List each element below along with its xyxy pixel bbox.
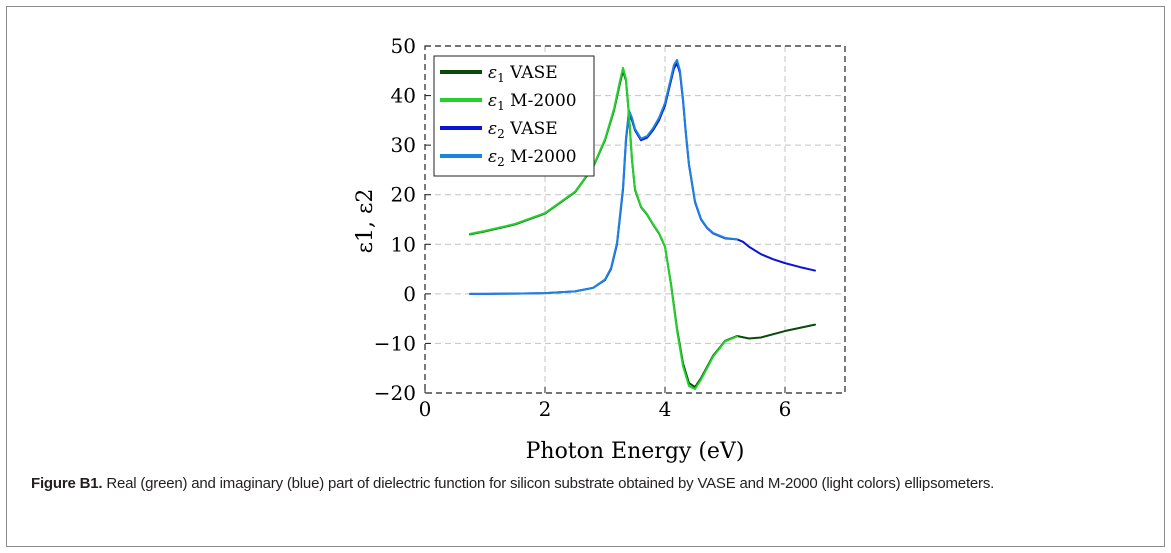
y-tick-label-6: 40 bbox=[391, 84, 416, 108]
figure-frame bbox=[6, 6, 1165, 547]
y-tick-label-2: 0 bbox=[403, 282, 416, 306]
y-tick-label-1: −10 bbox=[374, 331, 416, 355]
y-tick-label-0: −20 bbox=[374, 381, 416, 405]
x-tick-label-1: 2 bbox=[539, 397, 552, 421]
grid-layer bbox=[425, 46, 845, 393]
legend-label-0: ε1 VASE bbox=[488, 63, 558, 85]
y-tick-label-7: 50 bbox=[391, 34, 416, 58]
series-line-1 bbox=[469, 66, 738, 391]
plot-frame bbox=[424, 45, 846, 394]
series-layer bbox=[469, 58, 816, 391]
y-tick-label-3: 10 bbox=[391, 232, 416, 256]
axes-layer bbox=[424, 45, 846, 394]
y-tick-label-5: 30 bbox=[391, 133, 416, 157]
legend-label-2: ε2 VASE bbox=[488, 119, 558, 141]
dielectric-function-chart: 0 2 4 6 −20 −10 0 10 20 30 40 50 Photon Energy (eV)… bbox=[353, 34, 846, 464]
y-tick-label-4: 20 bbox=[391, 183, 416, 207]
legend-label-3: ε2 M-2000 bbox=[488, 147, 577, 169]
x-tick-label-0: 0 bbox=[419, 397, 432, 421]
legend-label-1: ε1 M-2000 bbox=[488, 91, 577, 113]
figure-caption-label: Figure B1. bbox=[31, 475, 103, 492]
y-axis-label: ε1, ε2 bbox=[353, 189, 378, 254]
x-axis-label: Photon Energy (eV) bbox=[526, 439, 745, 464]
legend: ε1 VASE ε1 M-2000 ε2 VASE ε2 M-2000 bbox=[433, 55, 595, 177]
x-tick-label-3: 6 bbox=[779, 397, 792, 421]
figure-caption: Figure B1. Real (green) and imaginary (b… bbox=[31, 472, 1141, 495]
series-line-3 bbox=[469, 58, 738, 295]
tick-labels: 0 2 4 6 −20 −10 0 10 20 30 40 50 bbox=[374, 34, 792, 421]
x-tick-label-2: 4 bbox=[659, 397, 672, 421]
figure-caption-text: Real (green) and imaginary (blue) part o… bbox=[102, 475, 995, 492]
